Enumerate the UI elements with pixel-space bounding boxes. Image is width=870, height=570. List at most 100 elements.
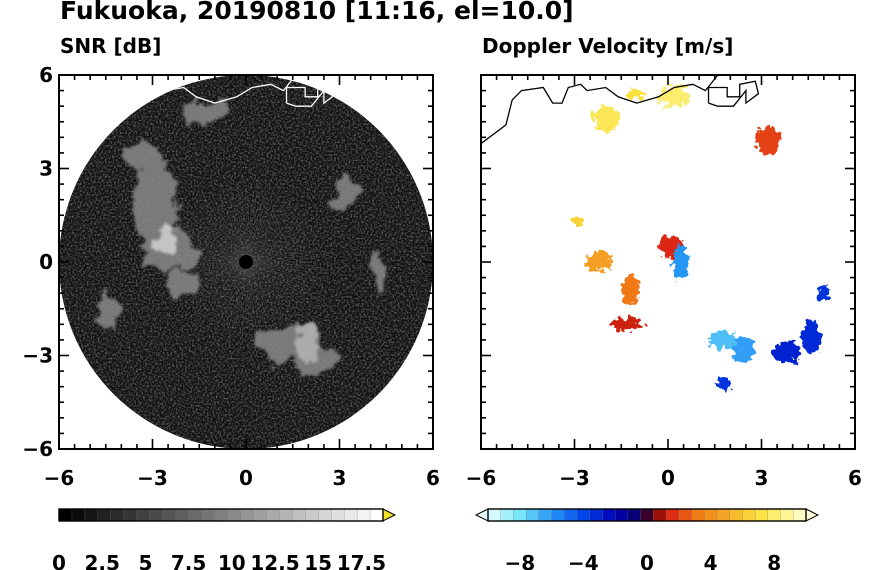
figure-title: Fukuoka, 20190810 [11:16, el=10.0] [60, 0, 574, 25]
doppler-colorbar-cell [678, 508, 693, 522]
beam-ray [245, 261, 328, 271]
velocity-echo [611, 317, 644, 332]
beam-ray [245, 261, 309, 280]
beam-ray [245, 199, 267, 263]
snr-axes: −6 −3 0 3 6 −6 −3 0 3 6 [22, 63, 440, 490]
velocity-echo [709, 330, 740, 349]
doppler-colorbar-cell [640, 508, 655, 522]
snr-colorbar-cell [343, 508, 358, 522]
beam-ray [245, 184, 267, 263]
beam-ray [245, 233, 319, 263]
echo-patch [264, 341, 285, 370]
echo-cores [152, 219, 321, 362]
snr-colorbar-cell [84, 508, 99, 522]
snr-colorbar-cell [149, 508, 164, 522]
beam-ray [184, 230, 247, 263]
radar-disc-content [59, 75, 433, 449]
snr-colorbar-cell [188, 508, 203, 522]
beam-ray [205, 206, 247, 263]
doppler-xtick-label: 3 [755, 466, 769, 490]
beam-ray [216, 261, 247, 320]
beam-ray [228, 261, 247, 345]
beam-ray [245, 261, 277, 321]
snr-colorbar-cell [279, 508, 293, 522]
doppler-colorbar-cell [665, 508, 680, 522]
beam-ray [235, 195, 247, 263]
snr-xtick-label: 6 [426, 466, 440, 490]
beam-ray [176, 221, 247, 263]
doppler-colorbar-cell [793, 508, 807, 522]
snr-colorbar-cell [97, 508, 112, 522]
velocity-echo [586, 252, 613, 272]
beam-ray [202, 195, 247, 263]
beam-ray [212, 261, 247, 314]
snr-colorbar-cell [201, 508, 216, 522]
snr-xtick-label: 0 [239, 466, 253, 490]
echo-patch [333, 178, 358, 215]
echo-core [296, 325, 321, 362]
beam-ray [245, 222, 295, 263]
beam-ray [245, 242, 307, 263]
beam-ray [245, 261, 287, 332]
doppler-colorbar-label: −4 [568, 551, 599, 570]
beam-ray [245, 261, 262, 321]
beam-ray [245, 261, 254, 330]
beam-ray [245, 253, 329, 263]
coastline-path-right [481, 75, 719, 145]
beam-ray [193, 261, 247, 327]
doppler-colorbar-cell [487, 508, 502, 522]
beam-ray [227, 194, 247, 263]
beam-ray [245, 225, 319, 263]
beam-ray [245, 261, 270, 333]
snr-colorbar-cell [305, 508, 319, 522]
snr-colorbar-cell [227, 508, 242, 522]
beam-ray [245, 195, 295, 263]
snr-ytick-label: −6 [22, 437, 53, 461]
velocity-echo [621, 275, 640, 306]
velocity-echo [627, 88, 646, 99]
beam-ray [245, 261, 251, 341]
beam-ray [245, 190, 254, 263]
beam-ray [245, 261, 278, 333]
doppler-colorbar: −8 −4 0 4 8 [474, 508, 820, 570]
beam-ray [245, 261, 294, 305]
snr-ytick-label: −3 [22, 344, 53, 368]
velocity-echo [755, 125, 780, 156]
echo-patch [183, 100, 228, 125]
doppler-colorbar-cell [564, 508, 578, 522]
beam-ray [234, 261, 247, 335]
snr-colorbar-label: 15 [304, 551, 332, 570]
beam-ray [242, 198, 247, 263]
doppler-ppi-image [571, 86, 830, 390]
beam-ray [245, 250, 318, 263]
velocity-echo [592, 105, 619, 132]
snr-colorbar-cell [58, 508, 73, 522]
doppler-colorbar-label: 0 [640, 551, 654, 570]
beam-ray [221, 261, 247, 325]
beam-ray [239, 261, 247, 324]
beam-ray [245, 261, 307, 312]
beam-ray [245, 226, 307, 263]
beam-ray [241, 261, 247, 338]
snr-colorbar-cell [240, 508, 255, 522]
beam-ray [245, 261, 321, 301]
snr-colorbar-label: 7.5 [171, 551, 206, 570]
doppler-colorbar-label: 4 [704, 551, 718, 570]
snr-colorbar-label: 17.5 [337, 551, 386, 570]
beam-ray [190, 212, 247, 263]
beam-ray [213, 205, 247, 263]
echo-patch [167, 271, 200, 296]
snr-colorbar-label: 10 [218, 551, 246, 570]
snr-colorbar-cell [331, 508, 345, 522]
snr-colorbar-label: 12.5 [250, 551, 299, 570]
velocity-echo [571, 216, 584, 227]
beam-ray [245, 261, 261, 332]
beam-ray [183, 216, 247, 263]
beam-ray [190, 225, 247, 263]
beam-ray [183, 261, 247, 303]
beam-ray [193, 261, 247, 293]
snr-colorbar-cell [110, 508, 125, 522]
beam-ray [245, 261, 307, 298]
doppler-colorbar-label: 8 [767, 551, 781, 570]
doppler-colorbar-cell [615, 508, 629, 522]
